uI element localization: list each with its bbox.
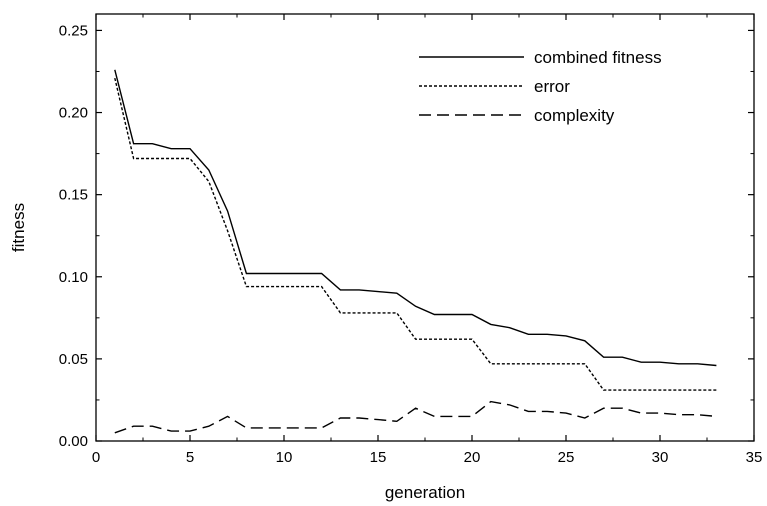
x-tick-label: 0 [92,449,100,466]
plot-frame [95,13,755,442]
series-line-combined-fitness [114,69,717,367]
y-tick-label: 0.15 [59,187,88,204]
series-line-complexity [114,400,717,434]
y-tick-label: 0.05 [59,351,88,368]
y-tick-label: 0.10 [59,269,88,286]
axis-ticks: 0 5 10 15 20 25 30 35 0.00 0.05 0.10 0.15 0.20 0.25 [59,14,763,466]
x-tick-label: 30 [652,449,669,466]
x-tick-label: 5 [186,449,194,466]
legend-label: combined fitness [534,48,662,67]
legend-label: complexity [534,106,615,125]
plot-area [95,13,755,442]
y-tick-label: 0.25 [59,22,88,39]
x-tick-label: 35 [746,449,763,466]
series-layer [114,69,717,434]
x-tick-label: 25 [558,449,575,466]
y-tick-label: 0.00 [59,433,88,450]
x-tick-label: 10 [276,449,293,466]
series-line-error [114,77,717,391]
legend-label: error [534,77,570,96]
legend: combined fitness error complexity [419,48,662,125]
x-tick-label: 15 [370,449,387,466]
x-tick-label: 20 [464,449,481,466]
y-tick-label: 0.20 [59,105,88,122]
x-axis-title: generation [385,483,465,502]
y-axis-title: fitness [9,203,28,252]
